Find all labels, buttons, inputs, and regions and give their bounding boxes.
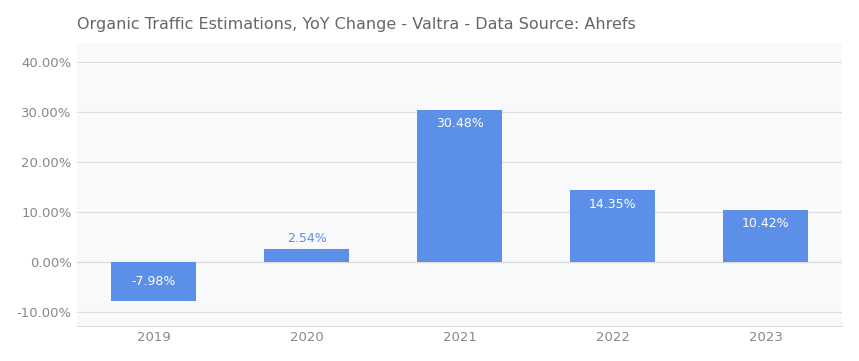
Bar: [723, 210, 807, 262]
Bar: [570, 190, 655, 262]
Bar: [265, 249, 349, 262]
Bar: [112, 262, 196, 301]
Text: 10.42%: 10.42%: [741, 217, 789, 230]
Text: Organic Traffic Estimations, YoY Change - Valtra - Data Source: Ahrefs: Organic Traffic Estimations, YoY Change …: [76, 17, 636, 32]
Bar: [417, 110, 502, 262]
Text: 2.54%: 2.54%: [287, 232, 326, 245]
Text: -7.98%: -7.98%: [131, 275, 176, 288]
Text: 14.35%: 14.35%: [588, 198, 637, 211]
Text: 30.48%: 30.48%: [436, 117, 484, 130]
